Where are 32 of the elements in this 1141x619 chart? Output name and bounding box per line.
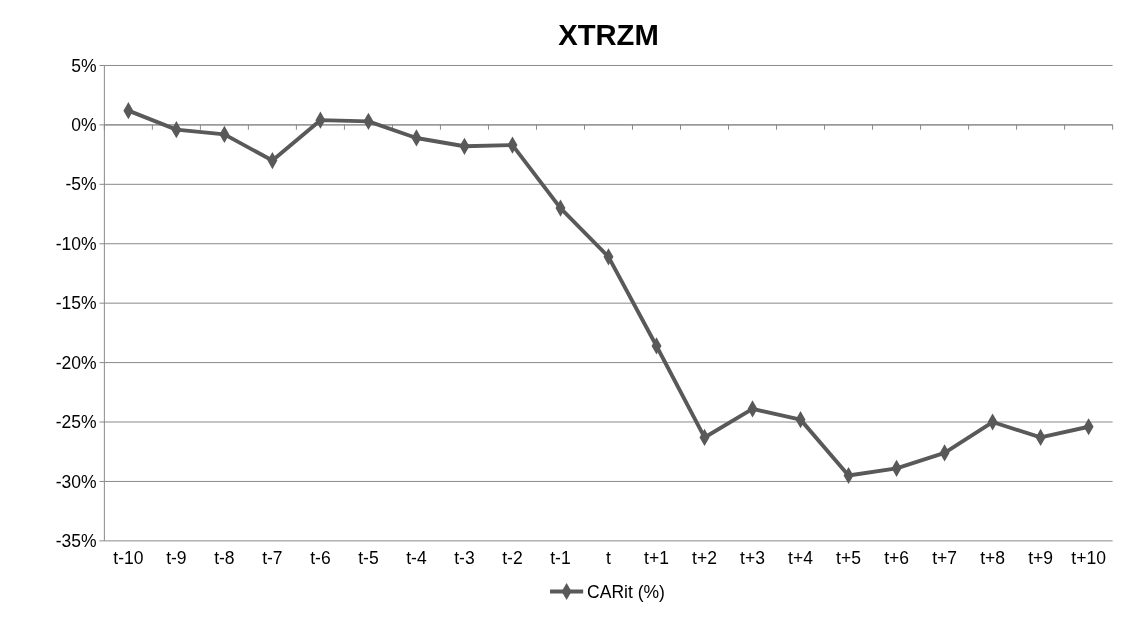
x-tick-label: t+4 bbox=[788, 548, 814, 569]
x-tick-label: t-9 bbox=[166, 548, 187, 569]
x-tick-label: t-3 bbox=[454, 548, 475, 569]
y-tick-label: -25% bbox=[55, 412, 97, 433]
x-tick-label: t+1 bbox=[644, 548, 669, 569]
x-tick-label: t-5 bbox=[358, 548, 379, 569]
x-tick-label: t+3 bbox=[740, 548, 765, 569]
x-tick-label: t+8 bbox=[980, 548, 1006, 569]
y-tick-label: -20% bbox=[55, 352, 97, 373]
x-tick-label: t+9 bbox=[1028, 548, 1054, 569]
y-tick-label: -5% bbox=[65, 174, 97, 195]
x-tick-label: t-7 bbox=[262, 548, 283, 569]
x-tick-label: t-2 bbox=[502, 548, 523, 569]
x-tick-label: t+5 bbox=[836, 548, 861, 569]
x-tick-label: t+10 bbox=[1071, 548, 1107, 569]
x-tick-label: t+6 bbox=[884, 548, 909, 569]
x-tick-label: t-1 bbox=[550, 548, 571, 569]
chart-title: XTRZM bbox=[558, 19, 659, 52]
y-tick-label: 0% bbox=[71, 115, 97, 136]
legend-label: CARit (%) bbox=[587, 581, 665, 602]
x-tick-label: t+2 bbox=[692, 548, 717, 569]
y-tick-label: -15% bbox=[55, 293, 97, 314]
y-tick-label: -35% bbox=[55, 531, 97, 551]
y-tick-label: -30% bbox=[55, 471, 97, 492]
x-tick-label: t-8 bbox=[214, 548, 235, 569]
y-tick-label: -10% bbox=[55, 233, 97, 254]
x-tick-label: t-4 bbox=[406, 548, 427, 569]
x-tick-label: t+7 bbox=[932, 548, 957, 569]
x-tick-label: t-10 bbox=[113, 548, 144, 569]
y-tick-label: 5% bbox=[71, 55, 97, 76]
x-tick-label: t-6 bbox=[310, 548, 331, 569]
x-tick-label: t bbox=[606, 548, 612, 569]
